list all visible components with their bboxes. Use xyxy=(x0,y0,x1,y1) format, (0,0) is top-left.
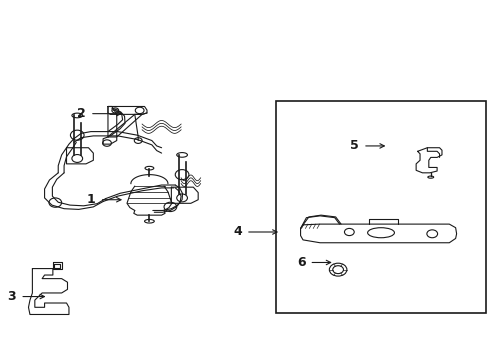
Text: 2: 2 xyxy=(77,107,86,120)
Text: 4: 4 xyxy=(233,225,242,238)
Text: 6: 6 xyxy=(296,256,305,269)
Bar xyxy=(276,101,485,313)
Text: 1: 1 xyxy=(87,193,96,206)
Text: 5: 5 xyxy=(349,139,358,152)
Text: 3: 3 xyxy=(8,290,16,303)
